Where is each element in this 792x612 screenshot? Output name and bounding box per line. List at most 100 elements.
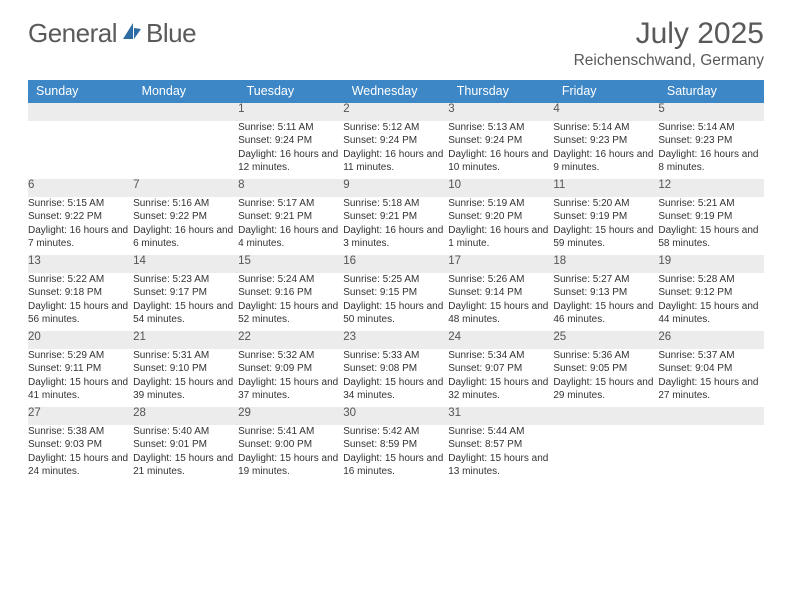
sunset-text: Sunset: 9:20 PM	[448, 210, 553, 224]
daylight-text: Daylight: 16 hours and 6 minutes.	[133, 224, 238, 251]
day-number-cell	[28, 103, 133, 121]
day-content-cell: Sunrise: 5:16 AMSunset: 9:22 PMDaylight:…	[133, 197, 238, 255]
day-content-cell	[133, 121, 238, 179]
day-number-cell: 21	[133, 331, 238, 349]
calendar-body: 12345Sunrise: 5:11 AMSunset: 9:24 PMDayl…	[28, 103, 764, 483]
sunset-text: Sunset: 9:19 PM	[658, 210, 763, 224]
day-content-cell	[658, 425, 763, 483]
day-number-cell	[658, 407, 763, 425]
daylight-text: Daylight: 15 hours and 44 minutes.	[658, 300, 763, 327]
day-number-cell: 7	[133, 179, 238, 197]
day-content-cell: Sunrise: 5:23 AMSunset: 9:17 PMDaylight:…	[133, 273, 238, 331]
day-number-cell: 28	[133, 407, 238, 425]
brand-word2: Blue	[146, 18, 196, 49]
day-number-cell: 12	[658, 179, 763, 197]
sunset-text: Sunset: 9:11 PM	[28, 362, 133, 376]
day-number-cell: 29	[238, 407, 343, 425]
sunrise-text: Sunrise: 5:11 AM	[238, 121, 343, 135]
sunrise-text: Sunrise: 5:25 AM	[343, 273, 448, 287]
sunrise-text: Sunrise: 5:41 AM	[238, 425, 343, 439]
sunset-text: Sunset: 9:10 PM	[133, 362, 238, 376]
sunset-text: Sunset: 9:24 PM	[343, 134, 448, 148]
sunset-text: Sunset: 9:18 PM	[28, 286, 133, 300]
sunrise-text: Sunrise: 5:14 AM	[658, 121, 763, 135]
calendar-page: General Blue July 2025 Reichenschwand, G…	[0, 0, 792, 483]
weekday-col: Tuesday	[238, 80, 343, 103]
sunrise-text: Sunrise: 5:15 AM	[28, 197, 133, 211]
daylight-text: Daylight: 15 hours and 13 minutes.	[448, 452, 553, 479]
brand-word1: General	[28, 18, 117, 49]
day-content-cell: Sunrise: 5:22 AMSunset: 9:18 PMDaylight:…	[28, 273, 133, 331]
sunrise-text: Sunrise: 5:24 AM	[238, 273, 343, 287]
day-number-cell: 23	[343, 331, 448, 349]
day-number-cell: 27	[28, 407, 133, 425]
weekday-col: Wednesday	[343, 80, 448, 103]
week-daynum-row: 13141516171819	[28, 255, 764, 273]
sunrise-text: Sunrise: 5:18 AM	[343, 197, 448, 211]
weekday-col: Saturday	[658, 80, 763, 103]
brand-logo: General Blue	[28, 18, 196, 49]
sunset-text: Sunset: 9:07 PM	[448, 362, 553, 376]
day-content-cell: Sunrise: 5:14 AMSunset: 9:23 PMDaylight:…	[658, 121, 763, 179]
day-number-cell: 6	[28, 179, 133, 197]
sunrise-text: Sunrise: 5:13 AM	[448, 121, 553, 135]
daylight-text: Daylight: 16 hours and 8 minutes.	[658, 148, 763, 175]
day-content-cell: Sunrise: 5:34 AMSunset: 9:07 PMDaylight:…	[448, 349, 553, 407]
day-number-cell: 5	[658, 103, 763, 121]
daylight-text: Daylight: 15 hours and 24 minutes.	[28, 452, 133, 479]
daylight-text: Daylight: 16 hours and 3 minutes.	[343, 224, 448, 251]
sunset-text: Sunset: 9:03 PM	[28, 438, 133, 452]
sunset-text: Sunset: 9:05 PM	[553, 362, 658, 376]
day-content-cell: Sunrise: 5:12 AMSunset: 9:24 PMDaylight:…	[343, 121, 448, 179]
day-number-cell: 31	[448, 407, 553, 425]
sunrise-text: Sunrise: 5:16 AM	[133, 197, 238, 211]
sunset-text: Sunset: 9:22 PM	[28, 210, 133, 224]
week-daynum-row: 6789101112	[28, 179, 764, 197]
daylight-text: Daylight: 15 hours and 54 minutes.	[133, 300, 238, 327]
week-daynum-row: 2728293031	[28, 407, 764, 425]
day-number-cell: 26	[658, 331, 763, 349]
daylight-text: Daylight: 15 hours and 59 minutes.	[553, 224, 658, 251]
daylight-text: Daylight: 15 hours and 48 minutes.	[448, 300, 553, 327]
day-content-cell: Sunrise: 5:32 AMSunset: 9:09 PMDaylight:…	[238, 349, 343, 407]
sunrise-text: Sunrise: 5:23 AM	[133, 273, 238, 287]
day-number-cell: 1	[238, 103, 343, 121]
day-content-cell: Sunrise: 5:40 AMSunset: 9:01 PMDaylight:…	[133, 425, 238, 483]
daylight-text: Daylight: 15 hours and 52 minutes.	[238, 300, 343, 327]
weekday-col: Sunday	[28, 80, 133, 103]
weekday-col: Monday	[133, 80, 238, 103]
week-content-row: Sunrise: 5:38 AMSunset: 9:03 PMDaylight:…	[28, 425, 764, 483]
sunset-text: Sunset: 9:09 PM	[238, 362, 343, 376]
sunrise-text: Sunrise: 5:27 AM	[553, 273, 658, 287]
daylight-text: Daylight: 15 hours and 29 minutes.	[553, 376, 658, 403]
daylight-text: Daylight: 15 hours and 46 minutes.	[553, 300, 658, 327]
day-content-cell: Sunrise: 5:41 AMSunset: 9:00 PMDaylight:…	[238, 425, 343, 483]
sunset-text: Sunset: 9:12 PM	[658, 286, 763, 300]
daylight-text: Daylight: 15 hours and 50 minutes.	[343, 300, 448, 327]
daylight-text: Daylight: 16 hours and 7 minutes.	[28, 224, 133, 251]
sunrise-text: Sunrise: 5:38 AM	[28, 425, 133, 439]
daylight-text: Daylight: 15 hours and 41 minutes.	[28, 376, 133, 403]
day-content-cell: Sunrise: 5:27 AMSunset: 9:13 PMDaylight:…	[553, 273, 658, 331]
day-number-cell: 14	[133, 255, 238, 273]
day-content-cell: Sunrise: 5:26 AMSunset: 9:14 PMDaylight:…	[448, 273, 553, 331]
day-number-cell: 19	[658, 255, 763, 273]
sunrise-text: Sunrise: 5:33 AM	[343, 349, 448, 363]
title-block: July 2025 Reichenschwand, Germany	[574, 18, 764, 70]
day-number-cell: 15	[238, 255, 343, 273]
daylight-text: Daylight: 16 hours and 1 minute.	[448, 224, 553, 251]
sunset-text: Sunset: 9:23 PM	[553, 134, 658, 148]
location: Reichenschwand, Germany	[574, 52, 764, 70]
sunset-text: Sunset: 9:17 PM	[133, 286, 238, 300]
day-number-cell: 3	[448, 103, 553, 121]
day-content-cell: Sunrise: 5:20 AMSunset: 9:19 PMDaylight:…	[553, 197, 658, 255]
day-number-cell: 17	[448, 255, 553, 273]
day-number-cell: 2	[343, 103, 448, 121]
day-number-cell: 11	[553, 179, 658, 197]
week-content-row: Sunrise: 5:15 AMSunset: 9:22 PMDaylight:…	[28, 197, 764, 255]
day-number-cell: 30	[343, 407, 448, 425]
day-number-cell: 8	[238, 179, 343, 197]
day-number-cell: 24	[448, 331, 553, 349]
sunrise-text: Sunrise: 5:34 AM	[448, 349, 553, 363]
daylight-text: Daylight: 15 hours and 32 minutes.	[448, 376, 553, 403]
